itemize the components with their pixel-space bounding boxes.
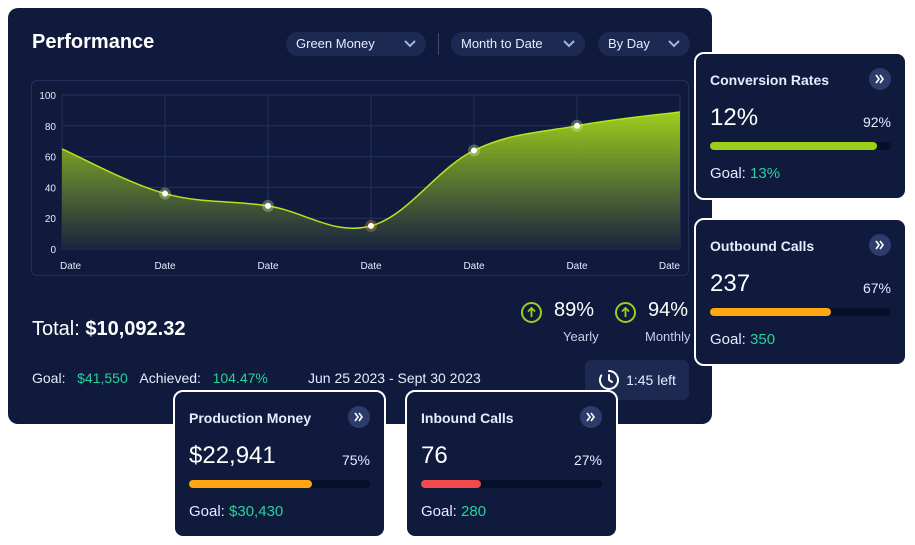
card-value: 237: [710, 270, 751, 297]
card-goal: Goal: $30,430: [189, 503, 283, 520]
card-production-money: Production Money $22,941 75% Goal: $30,4…: [173, 390, 386, 538]
y-tick-label: 80: [45, 122, 57, 133]
arrow-up-circle-icon: [521, 302, 542, 323]
card-outbound-calls: Outbound Calls 237 67% Goal: 350: [694, 218, 907, 366]
progress-track: [710, 308, 891, 316]
double-chevron-right-icon: [586, 412, 595, 422]
total-value: $10,092.32: [85, 318, 186, 340]
card-goal: Goal: 280: [421, 503, 486, 520]
x-tick-label: Date: [154, 261, 176, 272]
data-point[interactable]: [265, 202, 271, 209]
goal-value: $30,430: [229, 503, 284, 520]
card-title: Outbound Calls: [710, 238, 815, 254]
card-value: $22,941: [189, 442, 276, 469]
progress-fill: [421, 480, 481, 488]
goal-value: 13%: [750, 165, 781, 182]
card-title: Conversion Rates: [710, 72, 830, 88]
progress-fill: [710, 308, 832, 316]
x-tick-label: Date: [257, 261, 279, 272]
total-amount: Total: $10,092.32: [32, 318, 185, 341]
filter-dropdown-green-money[interactable]: Green Money: [286, 32, 426, 56]
timer-icon: [599, 370, 620, 390]
card-inbound-calls: Inbound Calls 76 27% Goal: 280: [405, 390, 618, 538]
x-tick-label: Date: [360, 261, 382, 272]
filter-dropdown-period[interactable]: Month to Date: [451, 32, 585, 56]
area-chart-svg: 0 20 40 60 80 100 Date Date Date Date Date Date Date: [39, 91, 681, 272]
goal-label: Goal:: [189, 503, 225, 520]
y-tick-label: 100: [39, 91, 56, 102]
card-title: Production Money: [189, 410, 312, 426]
filter-label: By Day: [608, 36, 650, 51]
double-chevron-right-icon: [354, 412, 363, 422]
performance-panel: Performance Green Money Month to Date By…: [8, 8, 712, 424]
card-value: 76: [421, 442, 448, 469]
card-percent: 75%: [341, 452, 370, 468]
progress-track: [189, 480, 370, 488]
y-tick-label: 40: [45, 183, 57, 194]
x-tick-label: Date: [566, 261, 588, 272]
filter-dropdown-granularity[interactable]: By Day: [598, 32, 690, 56]
expand-button[interactable]: [580, 406, 602, 428]
goal-value: 280: [461, 503, 487, 520]
data-point[interactable]: [574, 122, 580, 129]
filter-label: Green Money: [296, 36, 375, 51]
arrow-up-circle-icon: [615, 302, 636, 323]
chevron-down-icon: [563, 40, 575, 48]
card-percent: 67%: [862, 280, 891, 296]
area-fill: [62, 111, 680, 249]
card-conversion-rates: Conversion Rates 12% 92% Goal: 13%: [694, 52, 907, 200]
expand-button[interactable]: [869, 234, 891, 256]
card-percent: 92%: [862, 114, 891, 130]
page-title: Performance: [32, 31, 155, 53]
monthly-value: 94%: [648, 299, 689, 321]
expand-button[interactable]: [869, 68, 891, 90]
progress-fill: [710, 142, 877, 150]
achieved-value: 104.47%: [212, 370, 268, 386]
goal-label: Goal:: [710, 165, 746, 182]
card-percent: 27%: [573, 452, 602, 468]
card-goal: Goal: 13%: [710, 165, 780, 182]
goal-value: 350: [750, 331, 776, 348]
progress-fill: [189, 480, 313, 488]
filter-label: Month to Date: [461, 36, 543, 51]
yearly-value: 89%: [554, 299, 595, 321]
chevron-down-icon: [668, 40, 680, 48]
data-point[interactable]: [368, 222, 374, 229]
achieved-label: Achieved:: [139, 370, 201, 386]
goal-label: Goal:: [421, 503, 457, 520]
y-tick-label: 20: [45, 214, 57, 225]
double-chevron-right-icon: [875, 240, 884, 250]
x-tick-label: Date: [659, 261, 681, 272]
goal-summary: Goal: $41,550 Achieved: 104.47%: [32, 370, 268, 386]
goal-label: Goal:: [710, 331, 746, 348]
goal-label: Goal:: [32, 370, 66, 386]
filter-divider: [438, 33, 439, 55]
progress-track: [421, 480, 602, 488]
yearly-label: Yearly: [563, 329, 599, 344]
timer-text: 1:45 left: [626, 372, 676, 388]
card-value: 12%: [710, 104, 759, 131]
goal-value: $41,550: [77, 370, 128, 386]
monthly-label: Monthly: [645, 329, 691, 344]
y-tick-label: 0: [50, 245, 56, 256]
card-goal: Goal: 350: [710, 331, 775, 348]
date-range: Jun 25 2023 - Sept 30 2023: [308, 370, 481, 386]
x-tick-label: Date: [463, 261, 485, 272]
y-tick-label: 60: [45, 153, 57, 164]
total-label: Total:: [32, 318, 80, 340]
double-chevron-right-icon: [875, 74, 884, 84]
chevron-down-icon: [404, 40, 416, 48]
card-title: Inbound Calls: [421, 410, 514, 426]
progress-track: [710, 142, 891, 150]
x-tick-label: Date: [60, 261, 82, 272]
performance-chart: 0 20 40 60 80 100 Date Date Date Date Date Date Date: [31, 80, 689, 276]
expand-button[interactable]: [348, 406, 370, 428]
data-point[interactable]: [162, 190, 168, 197]
data-point[interactable]: [471, 147, 477, 154]
